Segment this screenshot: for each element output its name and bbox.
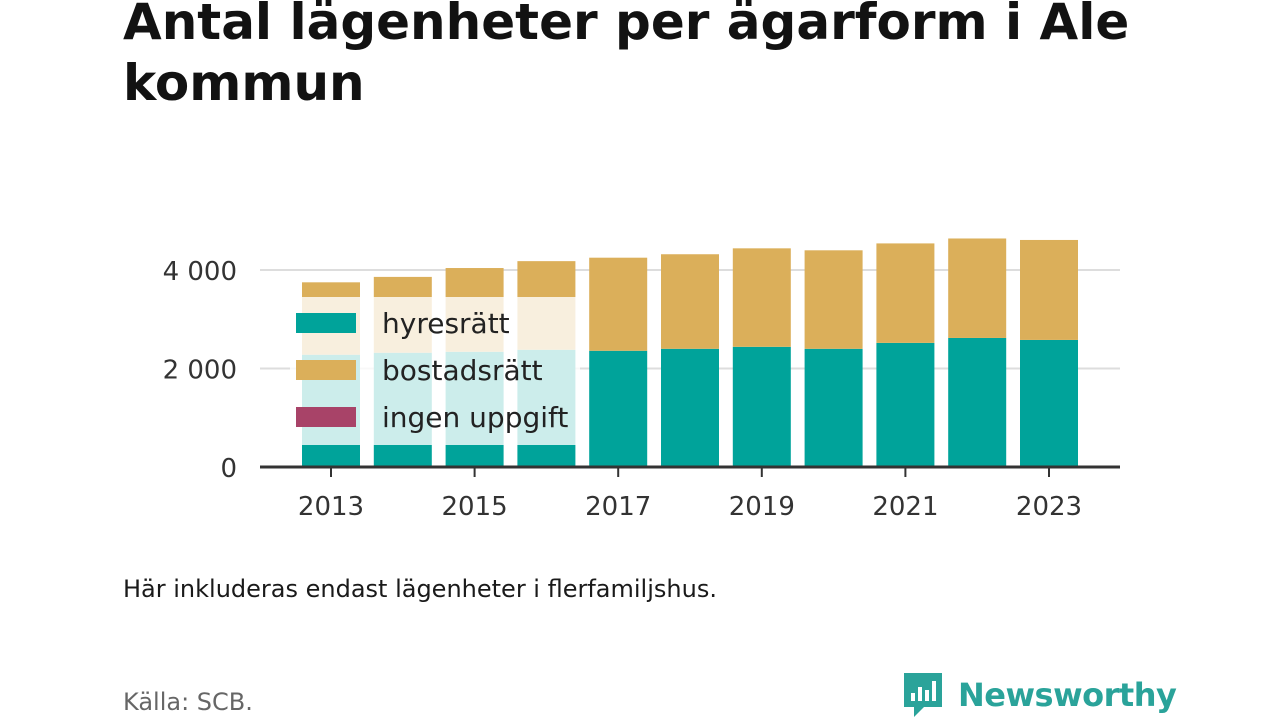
- chart-title: Antal lägenheter per ägarform i Ale komm…: [123, 0, 1130, 112]
- y-tick-label: 4 000: [163, 257, 237, 287]
- legend-label: bostadsrätt: [382, 354, 543, 387]
- legend-swatch: [296, 360, 356, 380]
- brand-name: Newsworthy: [958, 676, 1177, 714]
- bar-segment: [948, 337, 1007, 467]
- axes: 0 2 000 4 000 2013 2015 2017 2019 2021 2023: [163, 257, 1120, 522]
- brand-logo[interactable]: Newsworthy: [902, 671, 1177, 719]
- legend-label: ingen uppgift: [382, 401, 568, 434]
- x-tick-label: 2013: [298, 492, 364, 522]
- bar-segment: [1020, 239, 1078, 340]
- bar-segment: [589, 257, 648, 351]
- bar-segment: [1020, 339, 1078, 467]
- chart-note: Här inkluderas endast lägenheter i flerf…: [123, 575, 717, 603]
- bar-segment: [876, 342, 935, 467]
- bar-segment: [732, 346, 791, 467]
- x-tick-label: 2019: [729, 492, 795, 522]
- bar-segment: [804, 348, 863, 467]
- bar-segment: [661, 254, 719, 349]
- source-text: Källa: SCB.: [123, 688, 253, 716]
- legend-swatch: [296, 407, 356, 427]
- x-tick-label: 2015: [442, 492, 508, 522]
- y-tick-label: 0: [220, 454, 237, 484]
- bar-segment: [948, 238, 1007, 338]
- x-tick-label: 2021: [872, 492, 938, 522]
- legend-label: hyresrätt: [382, 307, 510, 340]
- x-tick-label: 2023: [1016, 492, 1082, 522]
- newsworthy-logo-icon: [904, 673, 942, 717]
- bar-segment: [661, 348, 719, 467]
- legend-swatch: [296, 313, 356, 333]
- bar-segment: [589, 350, 648, 467]
- bar-segment: [876, 243, 935, 343]
- x-tick-label: 2017: [585, 492, 651, 522]
- legend: hyresrätt bostadsrätt ingen uppgift: [290, 297, 580, 445]
- bar-segment: [732, 248, 791, 347]
- bar-segment: [804, 250, 863, 349]
- y-tick-label: 2 000: [163, 356, 237, 386]
